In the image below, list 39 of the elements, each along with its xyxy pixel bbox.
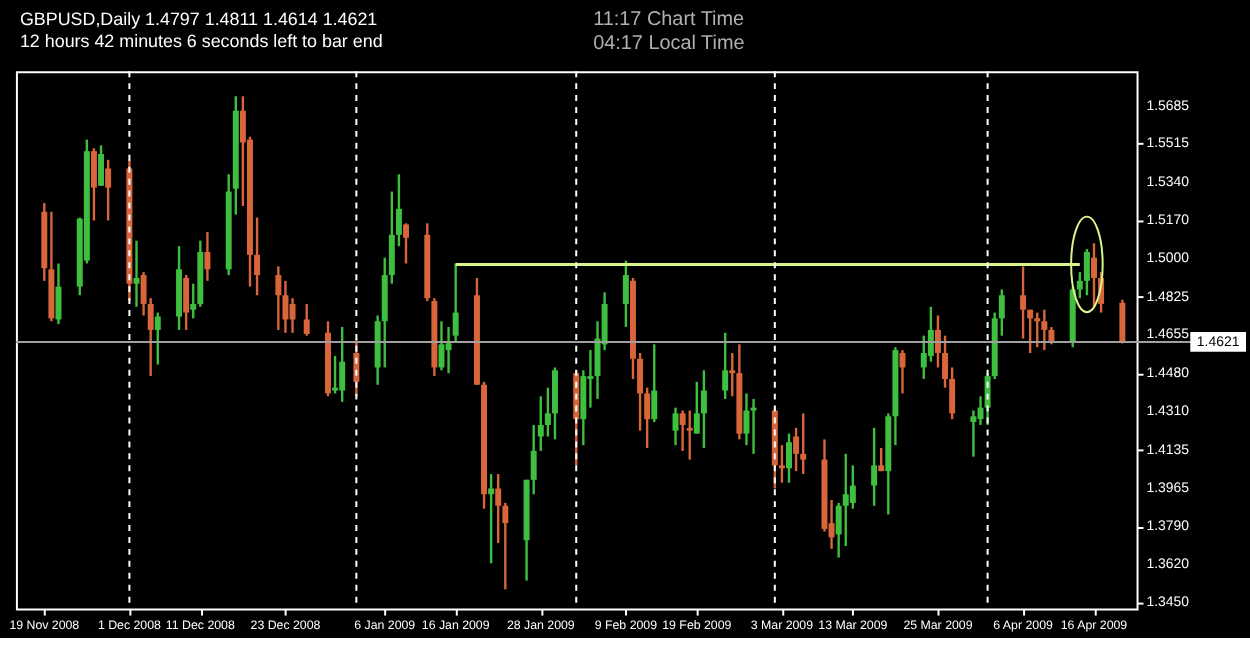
- candlestick: [55, 262, 62, 326]
- candlestick: [332, 354, 339, 395]
- candlestick: [1041, 308, 1048, 352]
- candlestick: [651, 343, 658, 424]
- candlestick: [743, 392, 750, 447]
- text: 04:17 Local Time: [593, 33, 746, 56]
- candlestick: [403, 222, 409, 265]
- candlestick: [1020, 265, 1027, 340]
- candlestick: [1091, 242, 1097, 309]
- candlestick: [1119, 298, 1126, 345]
- candlestick: [105, 158, 112, 222]
- candlestick: [289, 296, 296, 334]
- candlestick: [98, 144, 105, 187]
- candlestick: [722, 331, 729, 401]
- candlestick: [176, 244, 183, 332]
- candlestick: [90, 147, 97, 222]
- candlestick: [183, 273, 190, 332]
- candlestick: [204, 230, 211, 283]
- candlestick: [672, 406, 679, 447]
- candlestick: [339, 325, 346, 404]
- candlestick: [1083, 247, 1090, 297]
- text: 11:17 Chart Time: [593, 9, 746, 32]
- candlestick: [1034, 311, 1041, 349]
- candlestick: [871, 426, 878, 507]
- candlestick: [700, 369, 707, 450]
- candlestick: [438, 320, 445, 372]
- candlestick: [275, 265, 282, 332]
- candlestick: [488, 472, 495, 565]
- candlestick: [154, 311, 161, 366]
- candlestick: [679, 409, 686, 453]
- candlestick: [750, 397, 757, 456]
- candlestick: [622, 259, 629, 329]
- candlestick: [551, 366, 558, 441]
- candlestick: [686, 409, 693, 461]
- chart-subtitle: 12 hours 42 minutes 6 seconds left to bar end: [19, 31, 383, 52]
- candlestick: [800, 412, 807, 476]
- chart-title: GBPUSD,Daily 1.4797 1.4811 1.4614 1.4621: [19, 9, 378, 30]
- candlestick: [303, 302, 310, 337]
- candlestick: [786, 432, 792, 484]
